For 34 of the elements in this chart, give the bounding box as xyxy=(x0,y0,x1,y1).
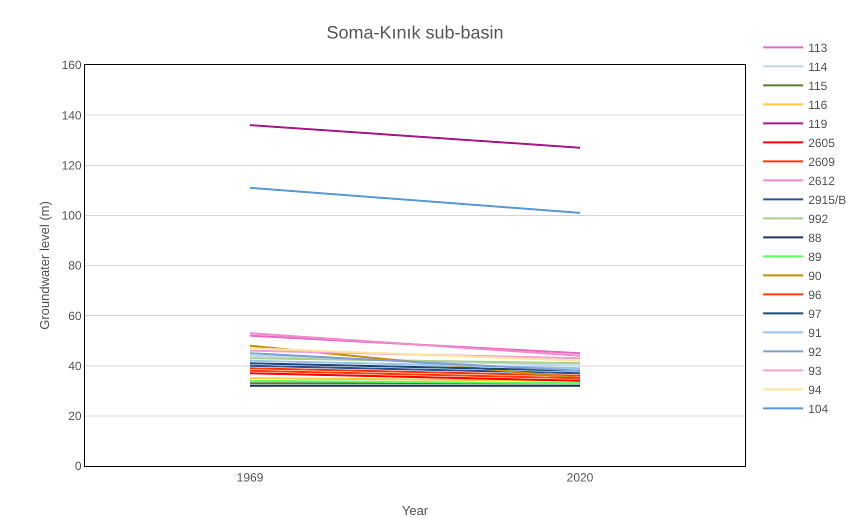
legend-label: 96 xyxy=(808,288,822,302)
legend-label: 104 xyxy=(808,402,829,416)
y-tick-label: 120 xyxy=(62,158,82,172)
y-tick-label: 0 xyxy=(74,459,82,474)
y-tick-label: 160 xyxy=(62,58,82,72)
legend-label: 89 xyxy=(808,250,822,264)
legend-label: 2605 xyxy=(808,136,836,150)
y-tick-label: 80 xyxy=(68,258,82,273)
x-tick-label: 2020 xyxy=(566,470,594,484)
legend-label: 116 xyxy=(808,98,828,112)
legend-label: 115 xyxy=(808,79,828,94)
legend-label: 97 xyxy=(808,307,822,322)
legend-label: 114 xyxy=(808,60,828,74)
y-tick-label: 100 xyxy=(62,208,82,223)
legend-label: 2915/B xyxy=(808,193,846,208)
x-axis-title: Year xyxy=(402,503,429,518)
legend-label: 992 xyxy=(808,212,829,226)
legend-label: 94 xyxy=(808,383,822,398)
y-tick-label: 60 xyxy=(68,308,82,323)
legend-label: 2612 xyxy=(808,174,836,188)
y-axis-title: Groundwater level (m) xyxy=(37,201,52,330)
legend-label: 91 xyxy=(808,326,822,340)
legend-label: 88 xyxy=(808,231,822,246)
y-tick-label: 140 xyxy=(62,108,82,122)
legend-label: 93 xyxy=(808,364,822,378)
chart-title: Soma-Kınık sub-basin xyxy=(326,22,504,42)
legend-label: 2609 xyxy=(808,155,836,170)
legend-label: 119 xyxy=(808,117,828,132)
x-tick-label: 1969 xyxy=(236,470,264,484)
y-tick-label: 20 xyxy=(68,409,82,424)
legend-label: 90 xyxy=(808,269,822,284)
y-tick-label: 40 xyxy=(68,358,82,373)
legend-label: 92 xyxy=(808,345,822,360)
legend-label: 113 xyxy=(808,41,828,56)
